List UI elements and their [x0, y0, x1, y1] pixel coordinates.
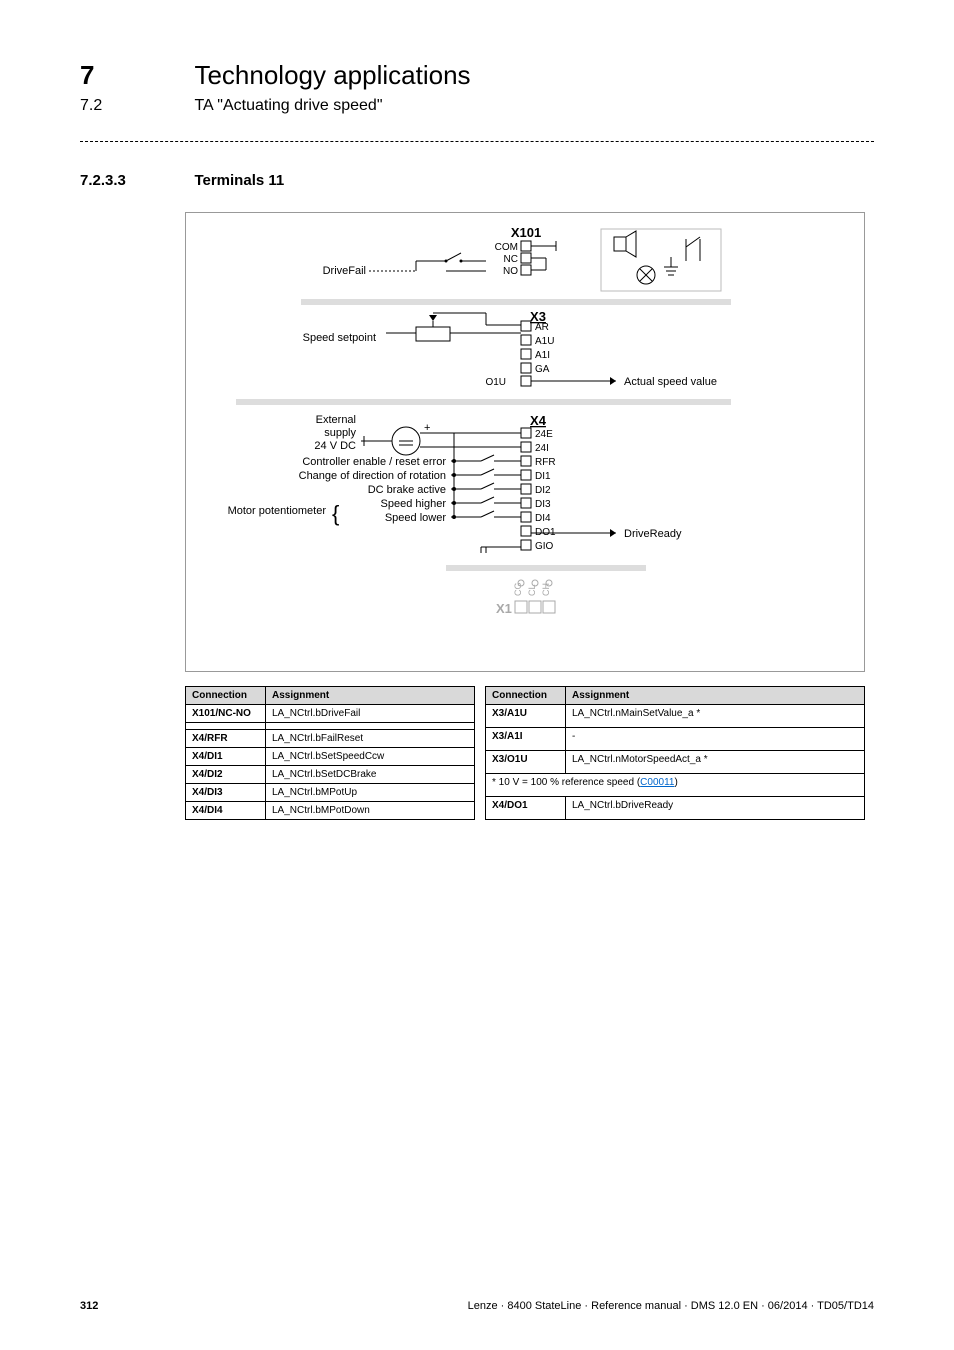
subsection-title: Terminals 11 — [194, 172, 284, 189]
table-row: X3/A1ULA_NCtrl.nMainSetValue_a * — [486, 705, 865, 728]
svg-text:A1U: A1U — [535, 336, 554, 347]
svg-text:GA: GA — [535, 364, 550, 375]
table-row: X4/RFRLA_NCtrl.bFailReset — [186, 730, 475, 748]
page-footer: 312 Lenze · 8400 StateLine · Reference m… — [80, 1300, 874, 1312]
svg-text:Speed setpoint: Speed setpoint — [303, 332, 376, 344]
svg-text:RFR: RFR — [535, 457, 556, 468]
svg-text:{: { — [332, 501, 339, 526]
svg-text:Speed lower: Speed lower — [385, 512, 446, 524]
chapter-title: Technology applications — [194, 60, 470, 91]
svg-text:CH: CH — [541, 583, 551, 596]
link-c00011[interactable]: C00011 — [640, 777, 674, 788]
svg-text:NO: NO — [503, 266, 518, 277]
svg-text:COM: COM — [495, 242, 518, 253]
footer-meta: Lenze · 8400 StateLine · Reference manua… — [468, 1300, 874, 1312]
table-row: X3/A1I- — [486, 728, 865, 751]
svg-text:DC brake active: DC brake active — [368, 484, 446, 496]
table-row: X4/DO1LA_NCtrl.bDriveReady — [486, 797, 865, 820]
table-left: Connection Assignment X101/NC-NOLA_NCtrl… — [185, 686, 475, 820]
svg-text:supply: supply — [324, 427, 356, 439]
svg-text:DI2: DI2 — [535, 485, 551, 496]
svg-text:X4: X4 — [530, 413, 547, 428]
chapter-number: 7 — [80, 60, 190, 91]
svg-text:DI3: DI3 — [535, 499, 551, 510]
svg-text:GIO: GIO — [535, 541, 554, 552]
section-number: 7.2 — [80, 97, 190, 115]
svg-text:24I: 24I — [535, 443, 549, 454]
svg-text:O1U: O1U — [485, 377, 506, 388]
terminal-tables: Connection Assignment X101/NC-NOLA_NCtrl… — [185, 686, 865, 820]
th-connection: Connection — [186, 687, 266, 705]
table-row: X4/DI4LA_NCtrl.bMPotDown — [186, 802, 475, 820]
svg-text:DI1: DI1 — [535, 471, 551, 482]
svg-text:External: External — [316, 414, 356, 426]
svg-text:24 V DC: 24 V DC — [314, 440, 356, 452]
svg-text:AR: AR — [535, 322, 549, 333]
svg-text:Speed higher: Speed higher — [381, 498, 447, 510]
th-assignment: Assignment — [266, 687, 475, 705]
svg-text:DriveFail: DriveFail — [323, 265, 366, 277]
table-row: X3/O1ULA_NCtrl.nMotorSpeedAct_a * — [486, 751, 865, 774]
page-number: 312 — [80, 1300, 98, 1312]
svg-text:Change of direction of rotatio: Change of direction of rotation — [299, 470, 446, 482]
subsection-number: 7.2.3.3 — [80, 172, 190, 189]
table-row — [186, 723, 475, 730]
table-right: Connection Assignment X3/A1ULA_NCtrl.nMa… — [485, 686, 865, 820]
svg-text:Actual speed value: Actual speed value — [624, 376, 717, 388]
table-row: * 10 V = 100 % reference speed (C00011) — [486, 774, 865, 797]
svg-text:A1I: A1I — [535, 350, 550, 361]
table-row: X4/DI2LA_NCtrl.bSetDCBrake — [186, 766, 475, 784]
th-assignment: Assignment — [566, 687, 865, 705]
svg-text:X1: X1 — [496, 601, 512, 616]
svg-text:+: + — [424, 422, 430, 434]
svg-text:24E: 24E — [535, 429, 553, 440]
svg-text:Motor potentiometer: Motor potentiometer — [228, 505, 327, 517]
x101-label: X101 — [511, 225, 541, 240]
svg-text:Controller enable / reset erro: Controller enable / reset error — [302, 456, 446, 468]
svg-text:DI4: DI4 — [535, 513, 551, 524]
wiring-diagram: X101 COM NC NO DriveFail — [185, 212, 865, 672]
table-row: X4/DI3LA_NCtrl.bMPotUp — [186, 784, 475, 802]
svg-text:DriveReady: DriveReady — [624, 528, 682, 540]
section-title: TA "Actuating drive speed" — [194, 97, 382, 115]
svg-text:NC: NC — [504, 254, 518, 265]
th-connection: Connection — [486, 687, 566, 705]
table-row: X4/DI1LA_NCtrl.bSetSpeedCcw — [186, 748, 475, 766]
table-row: X101/NC-NOLA_NCtrl.bDriveFail — [186, 705, 475, 723]
